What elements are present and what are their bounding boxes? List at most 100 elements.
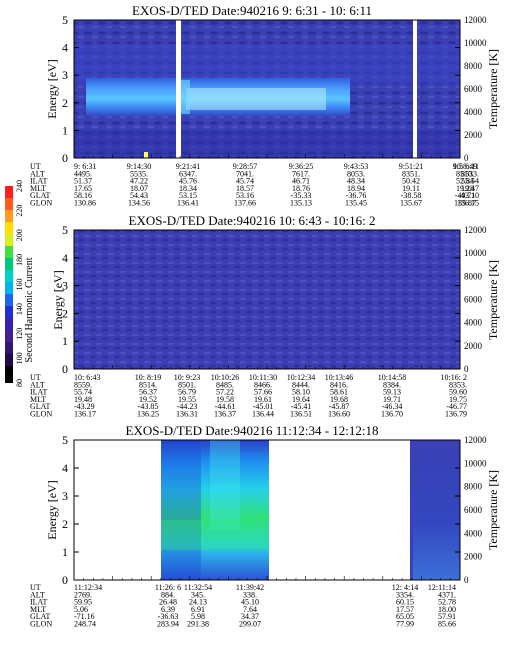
table-cell: 135.87 (454, 199, 476, 208)
panel-2-ylabel: Energy [eV] (51, 270, 65, 329)
colorbar-swatch (5, 258, 13, 270)
table-cell: 24.13 (189, 598, 207, 607)
y-tick-label: 0 (62, 362, 68, 376)
table-cell: 52.78 (438, 598, 456, 607)
colorbar-swatch (5, 222, 13, 234)
panel-2: EXOS-D/TED Date:940216 10: 6:43 - 10:16:… (30, 213, 500, 419)
table-cell: 10: 6:43 (74, 373, 100, 382)
table-cell: 9:58:49 (453, 162, 477, 171)
table-cell: 57.91 (438, 612, 456, 621)
y2-tick-label: 12000 (464, 15, 487, 25)
y2-tick-label: 10000 (464, 458, 487, 468)
table-cell: 85.66 (438, 620, 456, 629)
y-tick-label: 5 (62, 223, 68, 237)
table-cell: 10:11:30 (249, 373, 277, 382)
table-cell: 52.84 (456, 177, 474, 186)
table-cell: 19.58 (216, 395, 234, 404)
panel-1-plot-area (73, 19, 461, 159)
table-cell: 56.37 (139, 388, 157, 397)
table-cell: 19.68 (330, 395, 348, 404)
y-tick-label: 2 (62, 306, 68, 320)
panel-3-plot-area (73, 439, 461, 581)
table-cell: 19.47 (461, 184, 479, 193)
table-row-label: GLON (30, 199, 52, 208)
table-row-label: ILAT (30, 598, 47, 607)
table-cell: 10: 9:23 (174, 373, 200, 382)
table-cell: 136.15 (457, 199, 479, 208)
colorbar-tick-label: 100 (15, 352, 24, 364)
y2-tick-label: 0 (464, 575, 469, 585)
table-cell: 18.34 (179, 184, 197, 193)
table-cell: 19.75 (449, 395, 467, 404)
table-cell: 12: 4:14 (392, 583, 418, 592)
table-cell: 48.34 (347, 177, 365, 186)
table-cell: 248.74 (74, 620, 96, 629)
y2-tick-label: 6000 (464, 84, 483, 94)
colorbar: 80 100 120 140 160 180 200 220 240 Second Harmon… (5, 180, 35, 387)
table-cell: 135.45 (345, 199, 367, 208)
table-cell: 8351. (402, 169, 420, 178)
table-cell: 291.38 (187, 620, 209, 629)
panel-3-data-block (412, 440, 460, 580)
table-cell: 7041. (236, 169, 254, 178)
colorbar-tick-label: 240 (15, 180, 24, 192)
table-row-label: GLON (30, 620, 52, 629)
panel-1: EXOS-D/TED Date:940216 9: 6:31 - 10: 6:1… (30, 3, 500, 208)
table-cell: 136.51 (290, 410, 312, 419)
table-row-label: MLT (30, 184, 46, 193)
panel-3-y2label: Temperature [K] (486, 470, 500, 550)
table-cell: 55.54 (461, 177, 479, 186)
y-tick-label: 4 (62, 251, 68, 265)
y2-tick-label: 4000 (464, 528, 483, 538)
table-cell: 8353. (449, 380, 467, 389)
table-cell: 45.74 (236, 177, 254, 186)
table-cell: -45.01 (253, 402, 274, 411)
table-row-label: UT (30, 162, 41, 171)
colorbar-swatch (5, 306, 13, 318)
table-cell: 10:13:46 (325, 373, 353, 382)
table-cell: 17.57 (396, 605, 414, 614)
panel-1-data-gap (176, 20, 181, 158)
y2-tick-label: 8000 (464, 482, 483, 492)
table-cell: 9: 6:31 (74, 162, 96, 171)
table-cell: 8384. (383, 380, 401, 389)
table-cell: 19.64 (292, 395, 310, 404)
y2-tick-label: 2000 (464, 130, 483, 140)
panel-2-y2label: Temperature [K] (486, 260, 500, 340)
table-cell: 134.56 (128, 199, 150, 208)
table-cell: 50.42 (402, 177, 420, 186)
panel-1-y2label: Temperature [K] (486, 49, 500, 129)
y2-tick-label: 12000 (464, 225, 487, 235)
y-tick-label: 0 (62, 151, 68, 165)
table-cell: 8510. (456, 169, 474, 178)
table-cell: 136.70 (381, 410, 403, 419)
table-cell: 55.74 (74, 388, 92, 397)
table-cell: 19.48 (74, 395, 92, 404)
y2-tick-label: 4000 (464, 318, 483, 328)
table-cell: -45.87 (329, 402, 350, 411)
table-cell: 58.61 (330, 388, 348, 397)
table-cell: 56.79 (178, 388, 196, 397)
table-row-label: ALT (30, 380, 45, 389)
colorbar-swatch (5, 294, 13, 306)
colorbar-tick-label: 160 (15, 279, 24, 291)
table-cell: 135.13 (290, 199, 312, 208)
table-cell: 9:51:21 (399, 162, 423, 171)
panel-3-ylabel: Energy [eV] (45, 480, 59, 539)
table-cell: 57.66 (254, 388, 272, 397)
table-cell: 11:12:34 (74, 583, 102, 592)
y2-tick-label: 10000 (464, 248, 487, 258)
table-cell: -46.77 (446, 402, 467, 411)
table-cell: 19.11 (402, 184, 420, 193)
y2-tick-label: 4000 (464, 107, 483, 117)
table-cell: -43.85 (138, 402, 159, 411)
table-cell: 59.95 (74, 598, 92, 607)
table-cell: 5.98 (191, 612, 205, 621)
table-cell: 59.13 (383, 388, 401, 397)
table-cell: 10:14:58 (378, 373, 406, 382)
table-cell: 46.71 (292, 177, 310, 186)
table-cell: 8053. (347, 169, 365, 178)
table-cell: 58.10 (292, 388, 310, 397)
table-cell: 6.91 (191, 605, 205, 614)
